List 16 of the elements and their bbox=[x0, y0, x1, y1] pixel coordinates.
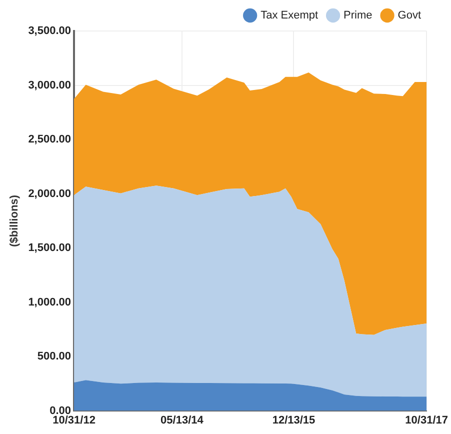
y-tick-label: 2,500.00 bbox=[28, 134, 72, 146]
x-tick-label: 05/13/14 bbox=[160, 414, 204, 426]
legend-label: Govt bbox=[398, 10, 422, 22]
y-tick-label: 500.00 bbox=[37, 350, 72, 363]
legend-label: Tax Exempt bbox=[260, 10, 318, 22]
y-tick-label: 2,000.00 bbox=[28, 188, 72, 200]
legend-label: Prime bbox=[344, 10, 372, 22]
y-tick-label: 0.00 bbox=[50, 404, 72, 417]
y-tick-label: 1,500.00 bbox=[28, 242, 72, 254]
y-tick-label: 3,500.00 bbox=[28, 25, 72, 38]
y-axis-title: ($billions) bbox=[8, 194, 21, 247]
x-tick-label: 10/31/17 bbox=[405, 414, 448, 426]
y-tick-label: 3,000.00 bbox=[28, 79, 72, 92]
x-tick-label: 10/31/12 bbox=[52, 414, 96, 426]
x-tick-label: 12/13/15 bbox=[272, 414, 316, 426]
y-tick-label: 1,000.00 bbox=[28, 296, 72, 308]
